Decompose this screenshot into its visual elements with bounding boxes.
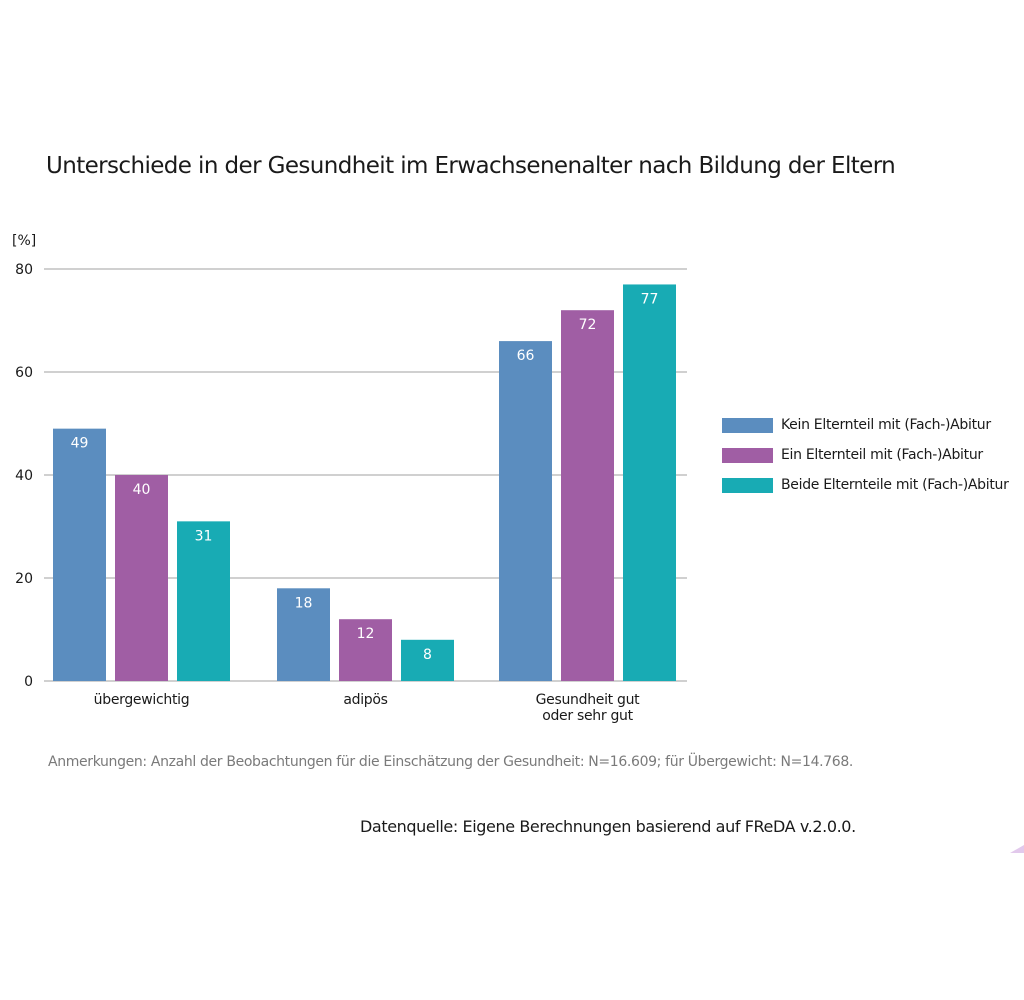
decorative-corner (1010, 845, 1024, 853)
y-tick-label: 0 (24, 674, 33, 690)
bar (177, 521, 230, 681)
legend-swatch (722, 417, 773, 433)
y-tick-label: 20 (15, 571, 33, 587)
bar (623, 284, 676, 681)
y-axis-ticks: 0 20 40 60 80 (15, 262, 33, 690)
bar (499, 341, 552, 681)
bar (561, 310, 614, 681)
data-label: 72 (579, 317, 597, 333)
bar (401, 639, 454, 681)
legend-label: Beide Elternteile mit (Fach-)Abitur (781, 477, 1009, 493)
x-tick-label: oder sehr gut (542, 708, 633, 724)
x-tick-label: Gesundheit gut (536, 692, 641, 708)
bars (53, 284, 676, 681)
y-tick-label: 80 (15, 262, 33, 278)
remarks-note: Anmerkungen: Anzahl der Beobachtungen fü… (48, 754, 854, 770)
data-label: 49 (71, 436, 89, 452)
legend-swatch (722, 477, 773, 493)
bar (115, 475, 168, 681)
data-labels: 49 40 31 18 12 8 66 72 77 (71, 291, 659, 662)
x-tick-label: adipös (343, 692, 387, 708)
data-label: 18 (295, 595, 313, 611)
legend-item: Beide Elternteile mit (Fach-)Abitur (722, 470, 1009, 500)
legend-label: Kein Elternteil mit (Fach-)Abitur (781, 417, 991, 433)
legend-item: Ein Elternteil mit (Fach-)Abitur (722, 440, 1009, 470)
y-tick-label: 60 (15, 365, 33, 381)
chart-title: Unterschiede in der Gesundheit im Erwach… (46, 153, 896, 179)
bar (53, 428, 106, 681)
legend-label: Ein Elternteil mit (Fach-)Abitur (781, 447, 983, 463)
data-label: 40 (133, 482, 151, 498)
data-label: 31 (195, 528, 213, 544)
data-label: 8 (423, 647, 432, 663)
data-label: 77 (641, 291, 659, 307)
y-tick-label: 40 (15, 468, 33, 484)
y-axis-unit-label: [%] (12, 233, 37, 249)
bar (339, 619, 392, 681)
legend-swatch (722, 447, 773, 463)
legend: Kein Elternteil mit (Fach-)Abitur Ein El… (722, 410, 1009, 500)
bar (277, 588, 330, 681)
data-label: 66 (517, 348, 535, 364)
bar-chart: 0 20 40 60 80 49 40 31 18 12 8 66 72 77 übergewichti… (15, 262, 687, 724)
x-tick-label: übergewichtig (94, 692, 190, 708)
legend-item: Kein Elternteil mit (Fach-)Abitur (722, 410, 1009, 440)
data-label: 12 (357, 626, 375, 642)
data-source: Datenquelle: Eigene Berechnungen basiere… (360, 817, 856, 836)
